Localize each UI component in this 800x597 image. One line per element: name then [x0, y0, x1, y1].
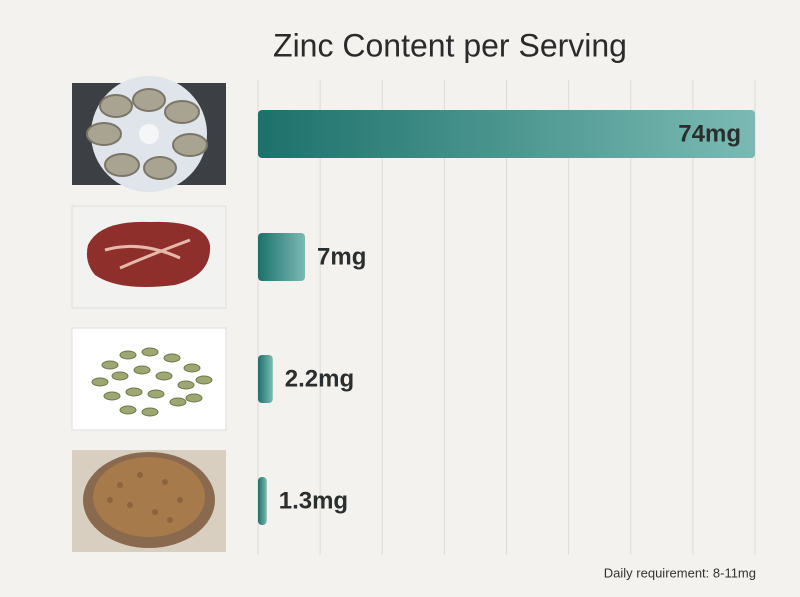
annotation: Daily requirement: 8-11mg	[604, 565, 756, 580]
value-label: 7mg	[317, 243, 366, 270]
grid	[257, 80, 756, 555]
chart-title: Zinc Content per Serving	[273, 27, 627, 63]
bar	[258, 355, 273, 403]
bar	[258, 477, 267, 525]
value-label: 2.2mg	[285, 365, 354, 392]
value-label: 1.3mg	[279, 487, 348, 514]
bar	[258, 110, 755, 158]
value-label: 74mg	[678, 120, 741, 147]
oyster-image	[72, 76, 226, 192]
lentils-image	[72, 450, 226, 552]
steak-image	[71, 205, 227, 309]
bar	[258, 233, 306, 281]
seeds-image	[71, 327, 227, 431]
